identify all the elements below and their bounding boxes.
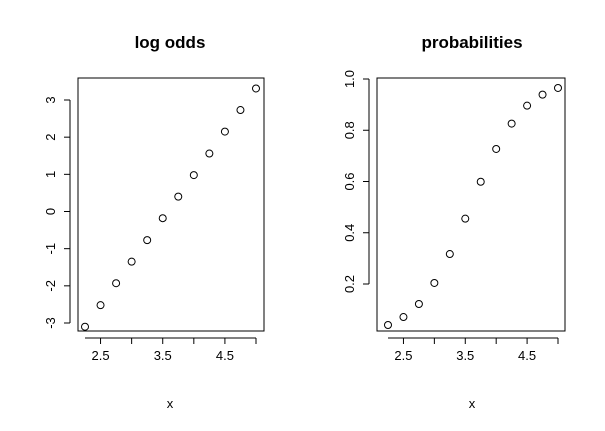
probabilities-point [554, 83, 562, 92]
log-odds-points [81, 84, 260, 331]
probabilities-x-label: x [469, 396, 476, 411]
log-odds-point [127, 257, 136, 266]
log-odds-panel: log odds 2.5 3.5 4.5 -3 -2 -1 0 1 2 3 x [43, 33, 265, 411]
probabilities-panel: probabilities 2.5 3.5 4.5 0.20.40.60.81.0 … [342, 33, 566, 411]
log-odds-point [252, 84, 260, 93]
probabilities-point [461, 214, 470, 223]
probabilities-y-tick-label: 0.6 [342, 172, 357, 190]
log-odds-y-tick-label: 3 [43, 96, 58, 103]
probabilities-y-tick-label: 0.8 [342, 121, 357, 139]
probabilities-point [492, 144, 501, 153]
probabilities-y-tick-label: 1.0 [342, 70, 357, 88]
log-odds-y-tick-label: -3 [43, 317, 58, 329]
probabilities-point [384, 321, 392, 329]
probabilities-x-axis: 2.5 3.5 4.5 [388, 337, 559, 363]
log-odds-x-tick-label: 4.5 [216, 348, 234, 363]
log-odds-point [220, 127, 229, 136]
log-odds-point [236, 106, 245, 115]
probabilities-y-axis: 0.2 0.4 0.6 0.8 1.0 [342, 70, 370, 293]
probabilities-title: probabilities [421, 33, 522, 52]
probabilities-point [445, 250, 454, 259]
log-odds-y-tick-label: 2 [43, 134, 58, 141]
probabilities-point [399, 313, 408, 322]
log-odds-point [205, 149, 214, 158]
probabilities-point [507, 119, 516, 128]
log-odds-y-tick-label: 1 [43, 171, 58, 178]
log-odds-y-axis: -3 -2 -1 0 1 2 3 [43, 96, 71, 329]
log-odds-point [174, 192, 183, 201]
log-odds-x-tick-label: 3.5 [154, 348, 172, 363]
probabilities-point [430, 278, 439, 287]
log-odds-title: log odds [135, 33, 206, 52]
log-odds-point [81, 322, 89, 331]
log-odds-point [112, 279, 121, 288]
probabilities-point [538, 90, 547, 99]
log-odds-x-label: x [167, 396, 174, 411]
probabilities-x-tick-label: 2.5 [394, 348, 412, 363]
log-odds-x-tick-label: 2.5 [92, 348, 110, 363]
probabilities-point [476, 177, 485, 186]
log-odds-point [158, 214, 167, 223]
probabilities-y-tick-label: 0.2 [342, 275, 357, 293]
probabilities-point [523, 101, 532, 110]
log-odds-point [143, 236, 152, 245]
log-odds-plot-frame [77, 77, 265, 332]
log-odds-x-axis: 2.5 3.5 4.5 [85, 337, 257, 363]
probabilities-point [414, 299, 423, 308]
log-odds-y-tick-label: -2 [43, 280, 58, 292]
probabilities-points [384, 83, 562, 329]
probabilities-y-tick-label: 0.4 [342, 224, 357, 242]
log-odds-point [96, 301, 105, 310]
log-odds-point [189, 171, 198, 180]
log-odds-y-tick-label: 0 [43, 208, 58, 215]
probabilities-x-tick-label: 4.5 [518, 348, 536, 363]
probabilities-x-tick-label: 3.5 [456, 348, 474, 363]
probabilities-plot-frame [376, 77, 566, 332]
log-odds-y-tick-label: -1 [43, 243, 58, 255]
